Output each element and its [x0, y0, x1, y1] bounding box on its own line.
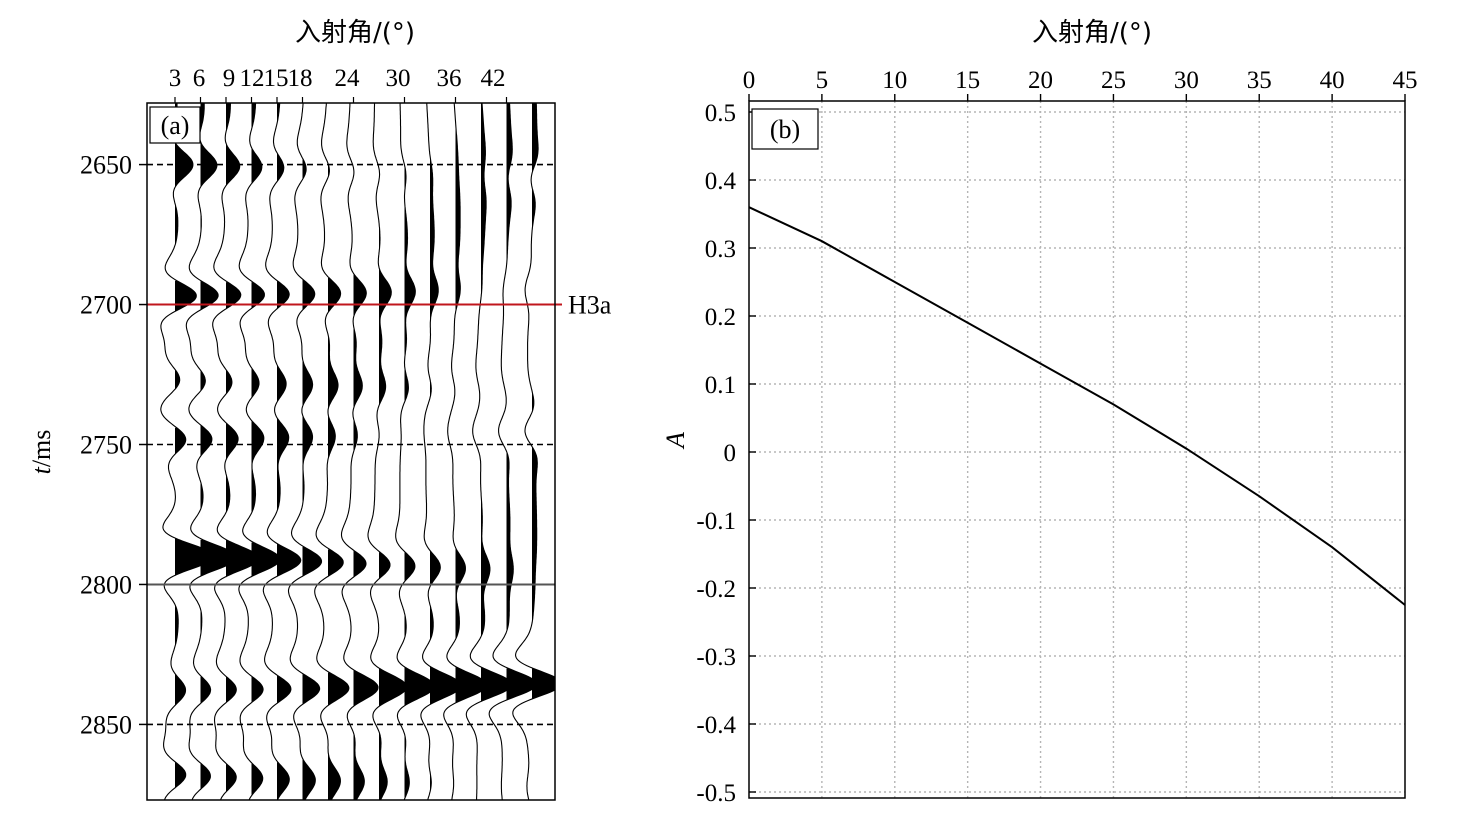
- panel-b-amplitude-curve: 入射角/(°) 0 5 10 15 20 25 30 35 40 45 0.50.40.30.20…: [661, 18, 1418, 807]
- panel-a-y-tick-label: 2850: [80, 710, 132, 739]
- panel-a-trace-fill: [226, 103, 259, 793]
- panel-b-x-tick-label: 10: [882, 67, 907, 94]
- panel-a-frame: [146, 102, 556, 801]
- panel-a-x-tick-label: 12: [240, 65, 265, 92]
- panel-a-trace: [238, 103, 281, 800]
- panel-a-x-tick-label: 6: [193, 65, 206, 92]
- panel-b-x-tick-label: 15: [955, 67, 980, 94]
- panel-a-trace-fill: [277, 103, 301, 800]
- panel-b-y-tick-label: 0: [724, 440, 737, 467]
- panel-b-y-tick-label: 0.4: [705, 168, 737, 195]
- panel-a-x-tick-label: 36: [437, 65, 462, 92]
- panel-b-tag: (b): [751, 108, 819, 150]
- horizon-label: H3a: [568, 291, 612, 320]
- panel-b-grid: [749, 101, 1405, 798]
- panel-a-y-tick-label: 2800: [80, 570, 132, 599]
- panel-a-trace-fill: [251, 103, 280, 796]
- panel-a-trace: [512, 103, 555, 800]
- panel-a-trace: [185, 103, 238, 800]
- panel-a-x-tick-label: 15: [264, 65, 289, 92]
- panel-b-y-label: A: [661, 432, 690, 450]
- panel-b-x-ticks: 0 5 10 15 20 25 30 35 40 45: [743, 67, 1418, 101]
- panel-a-x-tick-label: 9: [223, 65, 236, 92]
- panel-a-trace-fill: [506, 103, 537, 701]
- panel-a-x-tick-label: 3: [169, 65, 182, 92]
- panel-a-y-label: t/ms: [27, 430, 56, 475]
- panel-b-y-ticks: 0.5 0.4 0.3 0.2 0.1 0 -0.1 -0.2 -0.3 -0.4 -0.5: [696, 100, 756, 807]
- panel-b-x-tick-label: 30: [1174, 67, 1199, 94]
- panel-a-trace-fill: [200, 103, 237, 791]
- panel-b-y-tick-label: 0.3: [705, 236, 736, 263]
- panel-b-tag-text: (b): [770, 115, 800, 144]
- panel-b-y-tick-label: -0.5: [696, 780, 736, 807]
- panel-a-x-tick-label: 30: [386, 65, 411, 92]
- panel-a-plot-area: [147, 103, 562, 800]
- panel-a-trace-fill: [379, 168, 407, 800]
- panel-a-trace: [287, 103, 323, 800]
- panel-a-traces: [160, 103, 555, 800]
- panel-b-x-tick-label: 5: [816, 67, 829, 94]
- panel-b-y-tick-label: 0.2: [705, 304, 736, 331]
- panel-b-x-tick-label: 0: [743, 67, 756, 94]
- panel-b-y-tick-label: -0.4: [696, 712, 736, 739]
- panel-a-trace-fill: [430, 156, 462, 793]
- panel-a-trace: [314, 103, 350, 800]
- panel-a-x-tick-label: 18: [288, 65, 313, 92]
- panel-b-series-line: [748, 206, 1406, 606]
- panel-b-x-tick-label: 35: [1247, 67, 1272, 94]
- panel-a-reference-lines: [147, 163, 562, 726]
- panel-a-trace: [212, 103, 260, 800]
- panel-a-tag: (a): [149, 106, 201, 144]
- panel-b-x-tick-label: 20: [1028, 67, 1053, 94]
- panel-a-y-ticks: 2650 2700 2750 2800 2850: [80, 151, 147, 739]
- panel-a-x-tick-label: 24: [335, 65, 361, 92]
- panel-b-y-tick-label: -0.1: [696, 508, 736, 535]
- panel-a-x-tick-labels: 3 6 9 12 15 18 24 30 36 42: [169, 65, 508, 103]
- panel-b-y-tick-label: -0.3: [696, 644, 736, 671]
- panel-b-x-tick-label: 40: [1320, 67, 1345, 94]
- panel-a-x-tick-label: 42: [481, 65, 506, 92]
- panel-a-trace-fill: [328, 164, 349, 800]
- panel-a-tag-text: (a): [161, 111, 190, 140]
- panel-b-frame: [748, 100, 1406, 799]
- panel-a-trace-fill: [532, 103, 555, 700]
- panel-b-x-tick-label: 45: [1393, 67, 1418, 94]
- panel-a-trace-fill: [481, 103, 512, 702]
- panel-b-y-tick-label: 0.1: [705, 372, 736, 399]
- panel-a-trace: [160, 103, 215, 800]
- panel-a-seismic-gather: 入射角/(°) 3 6 9 12 15 18 24 30 36 42 26502700275028…: [27, 18, 612, 801]
- panel-b-x-label: 入射角/(°): [1032, 18, 1152, 48]
- panel-b-y-tick-label: 0.5: [705, 100, 736, 127]
- panel-a-y-tick-label: 2750: [80, 431, 132, 460]
- panel-b-x-tick-label: 25: [1101, 67, 1126, 94]
- panel-a-y-tick-label: 2700: [80, 291, 132, 320]
- panel-b-y-tick-label: -0.2: [696, 576, 736, 603]
- panel-a-trace: [262, 103, 302, 800]
- panel-a-x-label: 入射角/(°): [295, 18, 415, 48]
- panel-a-trace: [340, 103, 379, 800]
- panel-a-trace-fill: [353, 168, 378, 800]
- panel-a-trace-fill: [302, 103, 322, 800]
- panel-a-y-tick-label: 2650: [80, 151, 132, 180]
